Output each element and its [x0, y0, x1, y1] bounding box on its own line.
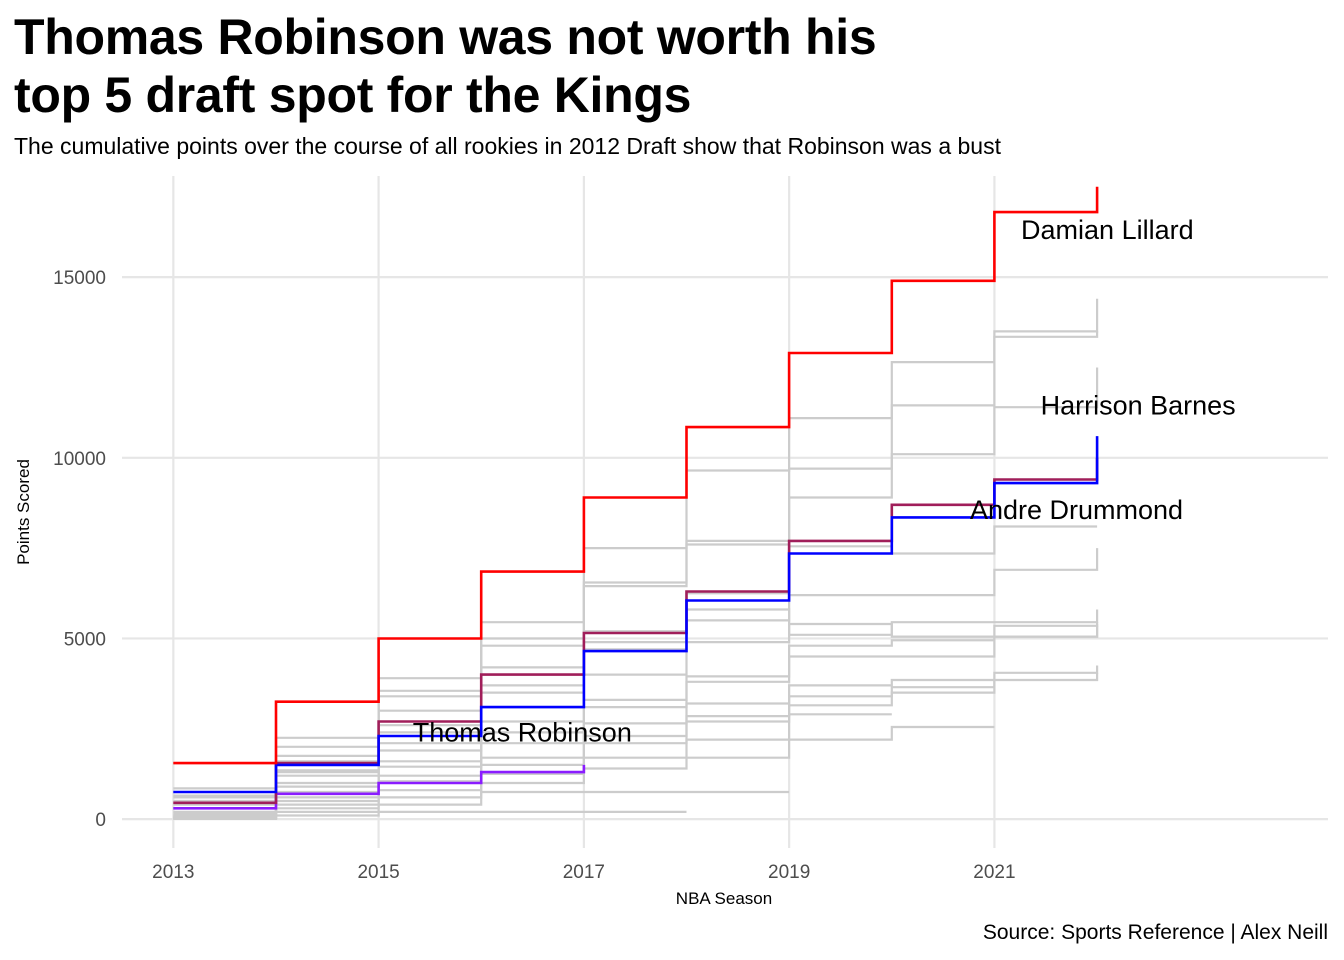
label-thomas-robinson: Thomas Robinson	[413, 717, 632, 747]
series-labels: Damian Lillard Harrison Barnes Andre Drumm…	[413, 215, 1236, 747]
series-line-other-13	[173, 713, 892, 820]
y-tick-label-5000: 5000	[64, 629, 106, 650]
y-tick-label-10000: 10000	[53, 449, 106, 470]
chart-title: Thomas Robinson was not worth his top 5 …	[14, 8, 877, 124]
series-line-damian-lillard	[173, 186, 1099, 765]
y-tick-label-0: 0	[95, 810, 106, 831]
series-line-other-4	[173, 525, 1098, 810]
series-line-other-11	[173, 672, 1099, 818]
x-tick-label-2013: 2013	[152, 862, 194, 883]
label-andre-drummond: Andre Drummond	[970, 495, 1183, 525]
series-line-other-1	[173, 298, 1099, 790]
x-tick-label-2015: 2015	[357, 862, 399, 883]
y-tick-label-15000: 15000	[53, 268, 106, 289]
series-line-other-8	[173, 624, 1099, 815]
y-axis-title: Points Scored	[14, 459, 33, 565]
series-line-other-12	[173, 680, 996, 819]
label-harrison-barnes: Harrison Barnes	[1041, 390, 1236, 420]
chart-title-line-2: top 5 draft spot for the Kings	[14, 67, 692, 123]
series-line-other-9	[173, 625, 1099, 817]
x-axis-title: NBA Season	[676, 889, 772, 908]
series-line-other-5	[173, 548, 1099, 803]
series-line-other-16	[173, 810, 687, 820]
x-tick-label-2019: 2019	[768, 862, 810, 883]
axes: 2013 2015 2017 2019 2021 0 5000 10000 15000	[53, 268, 1015, 883]
series-line-other-14	[173, 725, 995, 820]
series-line-other-6	[173, 608, 1099, 806]
series-line-harrison-barnes	[173, 436, 1099, 794]
label-damian-lillard: Damian Lillard	[1021, 215, 1194, 245]
series-lines	[173, 186, 1099, 820]
chart-subtitle: The cumulative points over the course of…	[14, 133, 1001, 159]
x-tick-label-2017: 2017	[563, 862, 605, 883]
x-tick-label-2021: 2021	[973, 862, 1015, 883]
chart-title-line-1: Thomas Robinson was not worth his	[14, 9, 877, 65]
chart-caption: Source: Sports Reference | Alex Neill	[982, 921, 1328, 944]
